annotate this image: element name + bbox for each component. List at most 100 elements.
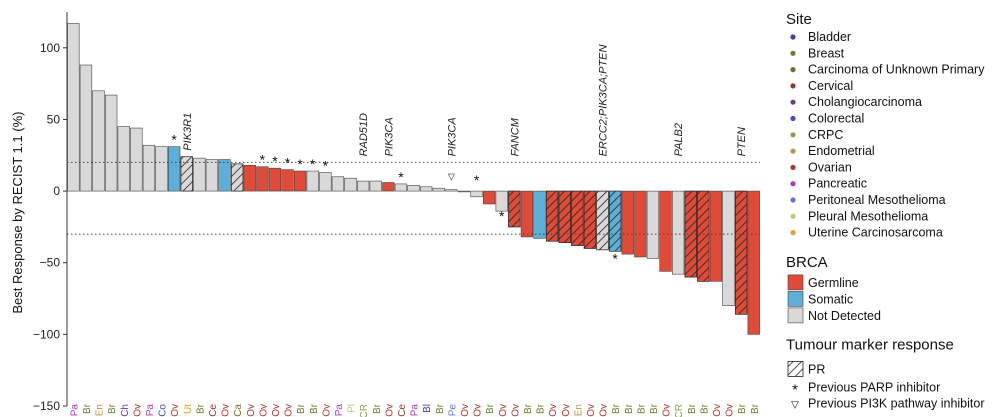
legend-site-label: Pancreatic	[808, 177, 867, 191]
y-tick-label: −50	[40, 256, 61, 270]
site-code-label: Ov	[662, 404, 673, 417]
parp-inhibitor-star: *	[323, 157, 329, 173]
site-code-label: Ov	[170, 404, 181, 417]
bar	[534, 191, 546, 238]
site-code-label: Br	[107, 403, 118, 414]
site-labels-group: Pa Br En Br Ch Ov Pa Co Ov Ut Br Ce Ov Ca Ov Ov Ov Ov Br Br…	[69, 403, 760, 417]
legend-site-label: Bladder	[808, 30, 851, 44]
legend-site-dot	[790, 51, 795, 56]
bar	[143, 145, 155, 191]
site-code-label: Pa	[145, 404, 156, 417]
legend-site-label: Breast	[808, 46, 845, 60]
bar	[748, 191, 760, 334]
bars-group	[68, 23, 760, 334]
site-code-label: En	[95, 404, 106, 416]
site-code-label: Ov	[221, 404, 232, 417]
site-code-label: Ov	[321, 404, 332, 417]
bar	[80, 65, 92, 191]
bar	[458, 191, 470, 192]
parp-inhibitor-star: *	[285, 155, 291, 171]
tumour-marker-pr-hatch	[231, 164, 243, 191]
site-code-label: En	[573, 404, 584, 416]
site-code-label: Br	[611, 403, 622, 414]
tumour-marker-pr-hatch	[685, 191, 697, 277]
tumour-marker-pr-hatch	[698, 191, 710, 281]
y-tick-label: −150	[33, 399, 60, 413]
site-code-label: Ch	[120, 404, 131, 417]
bar	[105, 95, 117, 191]
tumour-marker-pr-hatch	[609, 191, 621, 251]
legend-site-label: Cholangiocarcinoma	[808, 95, 922, 109]
legend-site-dot	[790, 149, 795, 154]
legend-site-dot	[790, 116, 795, 121]
tumour-marker-pr-hatch	[584, 191, 596, 248]
site-code-label: Ov	[510, 404, 521, 417]
bar	[420, 187, 432, 191]
parp-inhibitor-star: *	[272, 153, 278, 169]
parp-inhibitor-star: *	[297, 156, 303, 172]
site-code-label: Pa	[69, 404, 80, 417]
bar	[395, 184, 407, 191]
tumour-marker-pr-hatch	[559, 191, 571, 243]
site-code-label: Ov	[599, 404, 610, 417]
gene-annotation: RAD51D	[358, 113, 370, 156]
legend-brca-label: Not Detected	[808, 309, 881, 323]
gene-annotation: PALB2	[673, 123, 685, 156]
legend-site-dot	[790, 181, 795, 186]
bar	[723, 191, 735, 306]
bar	[383, 182, 395, 191]
bar	[483, 191, 495, 204]
bar	[93, 91, 105, 191]
legend-site-label: CRPC	[808, 128, 843, 142]
bar	[672, 191, 684, 274]
bar	[320, 172, 332, 191]
site-code-label: Ov	[548, 404, 559, 417]
bar	[206, 160, 218, 192]
bar	[635, 191, 647, 257]
site-code-label: Ov	[271, 404, 282, 417]
legend-brca-title: BRCA	[786, 254, 828, 271]
tumour-marker-pr-hatch	[181, 157, 193, 191]
site-code-label: Co	[158, 404, 169, 417]
parp-inhibitor-star: *	[310, 156, 316, 172]
gene-annotation: ERCC2;PIK3CA;PTEN	[598, 45, 610, 157]
tumour-marker-pr-hatch	[597, 191, 609, 250]
bar	[433, 188, 445, 191]
site-code-label: Br	[485, 403, 496, 414]
parp-inhibitor-star: *	[612, 250, 618, 266]
legend-site-label: Pleural Mesothelioma	[808, 209, 928, 223]
bar	[257, 167, 269, 191]
legend-symbol: ▽	[791, 399, 799, 410]
legend-symbol-label: Previous PARP inhibitor	[808, 380, 940, 394]
legend-symbol-label: Previous PI3K pathway inhibitor	[808, 396, 984, 410]
site-code-label: Pl	[347, 404, 358, 413]
tumour-marker-pr-hatch	[572, 191, 584, 245]
tumour-marker-pr-hatch	[735, 191, 747, 314]
y-tick-label: −100	[33, 327, 60, 341]
site-code-label: Ov	[586, 404, 597, 417]
site-code-label: Br	[523, 403, 534, 414]
site-code-label: Pa	[334, 404, 345, 417]
bar	[345, 178, 357, 191]
site-code-label: Ce	[397, 404, 408, 417]
bar	[294, 171, 306, 191]
site-code-label: Ov	[284, 404, 295, 417]
site-code-label: Ov	[460, 404, 471, 417]
parp-inhibitor-star: *	[398, 169, 404, 185]
site-code-label: Ov	[384, 404, 395, 417]
legend-symbol: *	[792, 381, 798, 398]
legend: Site Bladder Breast Carcinoma of Unknown Pr…	[786, 11, 985, 410]
bar	[647, 191, 659, 258]
site-code-label: Ce	[208, 404, 219, 417]
site-code-label: Br	[435, 403, 446, 414]
parp-inhibitor-star: *	[260, 152, 266, 168]
site-code-label: CR	[359, 404, 370, 417]
legend-site-dot	[790, 132, 795, 137]
y-tick-label: 0	[53, 184, 60, 198]
site-code-label: Br	[649, 403, 660, 414]
bar	[156, 147, 168, 191]
site-code-label: Ov	[473, 404, 484, 417]
y-axis-label: Best Response by RECIST 1.1 (%)	[10, 112, 25, 314]
bar	[219, 160, 231, 192]
